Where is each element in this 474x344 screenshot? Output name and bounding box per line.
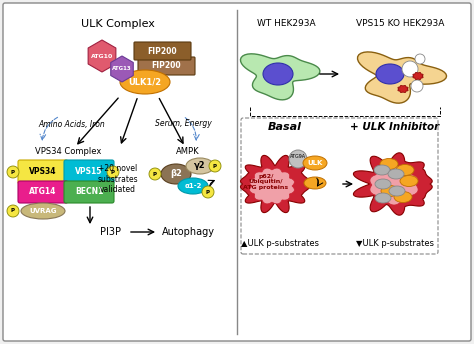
Text: VPS15 KO HEK293A: VPS15 KO HEK293A [356,20,444,29]
Text: ATG9A: ATG9A [290,154,306,160]
Text: ULK Complex: ULK Complex [81,19,155,29]
Polygon shape [240,155,310,213]
Text: WT HEK293A: WT HEK293A [257,20,315,29]
Text: P: P [206,190,210,194]
Text: P: P [213,163,217,169]
Circle shape [202,186,214,198]
Polygon shape [250,168,294,204]
Text: ATG10: ATG10 [91,54,113,58]
Ellipse shape [263,63,293,85]
Polygon shape [370,165,418,205]
Ellipse shape [394,192,412,203]
Circle shape [7,166,19,178]
Text: Serum, Energy: Serum, Energy [155,119,212,129]
Text: UVRAG: UVRAG [29,208,57,214]
FancyBboxPatch shape [18,181,68,203]
Ellipse shape [380,159,398,170]
Text: ULK: ULK [307,160,323,166]
Text: ATG13: ATG13 [112,66,132,72]
Circle shape [149,168,161,180]
Text: VPS15: VPS15 [75,168,103,176]
FancyBboxPatch shape [138,57,195,75]
Ellipse shape [186,158,214,174]
Ellipse shape [374,165,390,175]
Ellipse shape [120,70,170,94]
Circle shape [402,61,418,77]
Ellipse shape [21,203,65,219]
Ellipse shape [388,169,404,179]
Text: P: P [11,170,15,174]
Circle shape [7,205,19,217]
Text: P: P [153,172,157,176]
Text: α1-2: α1-2 [184,183,202,189]
Text: Basal: Basal [268,122,302,132]
Text: ▲ULK p-substrates: ▲ULK p-substrates [241,239,319,248]
Text: p62/
Ubiquitin/
ATG proteins: p62/ Ubiquitin/ ATG proteins [244,174,289,190]
FancyBboxPatch shape [241,118,438,254]
Ellipse shape [303,156,327,170]
Text: ATG14: ATG14 [29,187,57,196]
Ellipse shape [375,179,391,189]
Text: ULK1/2: ULK1/2 [128,77,162,86]
Polygon shape [413,72,423,79]
Text: P: P [11,208,15,214]
Ellipse shape [161,164,191,184]
Text: Amino Acids, Iron: Amino Acids, Iron [38,119,105,129]
Polygon shape [357,52,447,103]
Ellipse shape [400,175,418,186]
Text: γ2: γ2 [194,161,206,171]
FancyBboxPatch shape [3,3,471,341]
Circle shape [415,54,425,64]
Ellipse shape [396,164,414,175]
Polygon shape [240,54,320,100]
Text: PI3P: PI3P [100,227,121,237]
Text: Autophagy: Autophagy [162,227,215,237]
Text: +20 novel
substrates
validated: +20 novel substrates validated [98,164,138,194]
Polygon shape [398,85,408,93]
Circle shape [289,150,307,168]
Text: ▼ULK p-substrates: ▼ULK p-substrates [356,239,434,248]
FancyBboxPatch shape [18,160,68,184]
Ellipse shape [304,177,326,189]
Ellipse shape [376,64,404,84]
Text: VPS34: VPS34 [29,168,57,176]
Text: β2: β2 [170,170,182,179]
Text: FIP200: FIP200 [151,62,181,71]
Text: P: P [111,170,115,174]
Text: FIP200: FIP200 [147,46,177,55]
Ellipse shape [389,186,405,196]
FancyBboxPatch shape [64,181,114,203]
Circle shape [411,80,423,92]
Polygon shape [354,153,432,215]
Text: BECN1: BECN1 [75,187,103,196]
Ellipse shape [381,185,399,196]
Text: AMPK: AMPK [176,147,200,155]
Circle shape [107,166,119,178]
Ellipse shape [178,178,208,194]
FancyBboxPatch shape [134,42,191,60]
Ellipse shape [375,193,391,203]
FancyBboxPatch shape [64,160,114,184]
Text: VPS34 Complex: VPS34 Complex [35,147,101,155]
Text: + ULK Inhibitor: + ULK Inhibitor [350,122,439,132]
Circle shape [209,160,221,172]
